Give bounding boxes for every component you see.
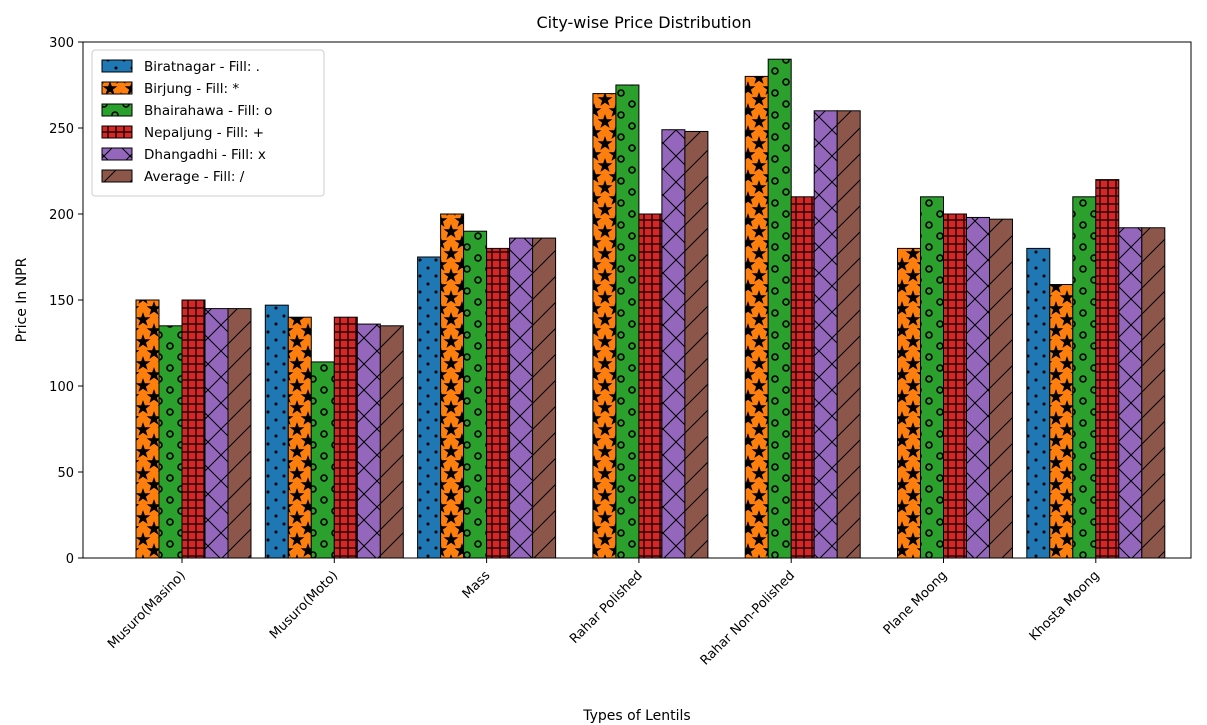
bar-hatch bbox=[204, 308, 229, 559]
bar-hatch bbox=[1118, 227, 1143, 559]
bar-hatch bbox=[486, 247, 511, 559]
chart-title: City-wise Price Distribution bbox=[536, 13, 751, 32]
x-tick-label: Mass bbox=[460, 568, 494, 602]
bar-hatch bbox=[920, 196, 944, 559]
bar-hatch bbox=[417, 256, 442, 559]
legend: Biratnagar - Fill: . Birjung - Fill: * Bha… bbox=[91, 49, 325, 197]
bar-hatch bbox=[943, 213, 967, 559]
x-tick-label: Khosta Moong bbox=[1027, 568, 1103, 644]
bar-hatch bbox=[813, 110, 838, 559]
legend-swatch-hatch bbox=[101, 103, 133, 117]
legend-label: Birjung - Fill: * bbox=[144, 81, 239, 97]
y-tick-label: 200 bbox=[49, 208, 74, 223]
bar-hatch bbox=[463, 230, 488, 559]
bar-hatch bbox=[615, 84, 640, 559]
bar-hatch bbox=[287, 316, 312, 559]
bar-hatch bbox=[1141, 227, 1166, 559]
plot-frame bbox=[82, 41, 1192, 559]
bar-hatch bbox=[264, 304, 289, 559]
bar-hatch bbox=[836, 110, 861, 559]
bar-hatch bbox=[135, 299, 160, 559]
x-axis-label: Types of Lentils bbox=[582, 708, 690, 724]
bar-hatch bbox=[989, 218, 1013, 559]
legend-swatch-hatch bbox=[101, 59, 133, 73]
bar-hatch bbox=[684, 130, 709, 559]
y-tick-label: 250 bbox=[49, 122, 74, 137]
bar-hatch bbox=[744, 75, 769, 559]
bar-hatch bbox=[1095, 179, 1120, 559]
bar-hatch bbox=[1072, 196, 1097, 559]
legend-label: Biratnagar - Fill: . bbox=[144, 59, 260, 75]
legend-swatch-hatch bbox=[101, 169, 133, 183]
bar-hatch bbox=[509, 237, 534, 559]
bar-hatch bbox=[767, 58, 792, 559]
bar-hatch bbox=[1026, 247, 1051, 559]
legend-label: Dhangadhi - Fill: x bbox=[144, 147, 266, 163]
bar-hatch bbox=[310, 361, 335, 559]
y-tick-label: 0 bbox=[66, 552, 74, 567]
x-tick-label: Plane Moong bbox=[881, 568, 951, 638]
bar-hatch bbox=[638, 213, 663, 559]
bars-layer bbox=[135, 58, 1166, 559]
bar-hatch bbox=[1049, 284, 1074, 559]
y-tick-label: 50 bbox=[57, 466, 74, 481]
legend-label: Average - Fill: / bbox=[144, 169, 245, 185]
legend-frame bbox=[91, 49, 325, 197]
x-tick-label: Rahar Non-Polished bbox=[698, 568, 798, 668]
x-tick-label: Rahar Polished bbox=[567, 568, 646, 647]
bar-hatch bbox=[333, 316, 358, 559]
bar-hatch bbox=[356, 323, 381, 559]
bar-hatch bbox=[661, 129, 686, 559]
legend-swatch-hatch bbox=[101, 81, 133, 95]
legend-label: Bhairahawa - Fill: o bbox=[144, 103, 272, 119]
bar-hatch bbox=[966, 216, 990, 559]
bar-hatch bbox=[158, 325, 183, 559]
y-axis: 0 50 100 150 200 250 300 bbox=[49, 36, 83, 567]
legend-swatch-hatch bbox=[101, 125, 133, 139]
y-tick-label: 300 bbox=[49, 36, 74, 51]
y-tick-label: 150 bbox=[49, 294, 74, 309]
y-tick-label: 100 bbox=[49, 380, 74, 395]
bar-hatch bbox=[181, 299, 206, 559]
y-axis-label: Price In NPR bbox=[14, 257, 30, 342]
bar-hatch bbox=[379, 325, 404, 559]
legend-swatch-hatch bbox=[101, 147, 133, 161]
bar-hatch bbox=[897, 247, 921, 559]
bar-hatch bbox=[440, 213, 465, 559]
bar-hatch bbox=[790, 196, 815, 559]
bar-hatch bbox=[532, 237, 557, 559]
x-tick-label: Musuro(Moto) bbox=[267, 568, 341, 642]
bar-hatch bbox=[227, 308, 252, 559]
x-tick-label: Musuro(Masino) bbox=[105, 568, 189, 652]
x-axis: Musuro(Masino) Musuro(Moto) Mass Rahar Poli… bbox=[105, 558, 1103, 669]
legend-label: Nepaljung - Fill: + bbox=[144, 125, 264, 141]
bar-hatch bbox=[592, 93, 617, 559]
